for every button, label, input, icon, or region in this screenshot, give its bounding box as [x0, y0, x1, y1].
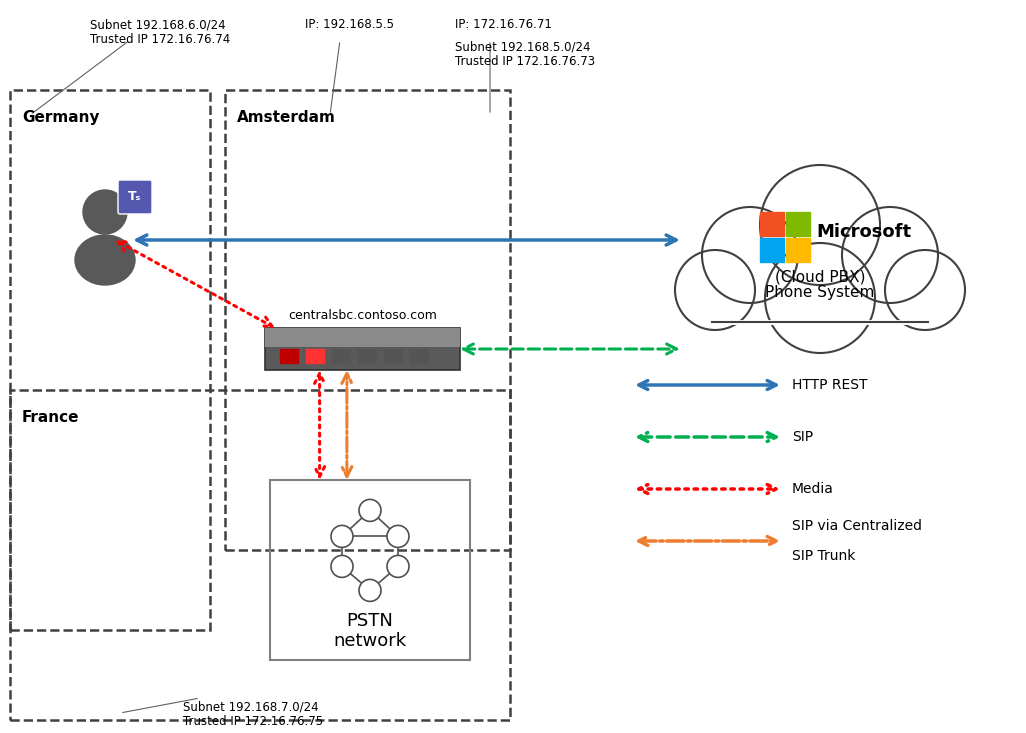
Bar [225, 90, 510, 550]
Circle shape [359, 499, 381, 521]
Bar [410, 349, 428, 363]
Text: centralsbc.contoso.com: centralsbc.contoso.com [288, 309, 437, 322]
Text: Trusted IP 172.16.76.73: Trusted IP 172.16.76.73 [455, 55, 595, 68]
Bar [10, 90, 210, 630]
Circle shape [885, 250, 965, 330]
Text: SIP: SIP [792, 430, 814, 444]
Circle shape [331, 556, 353, 578]
Text: Amsterdam: Amsterdam [237, 110, 336, 125]
Bar [280, 349, 298, 363]
Text: HTTP REST: HTTP REST [792, 378, 868, 392]
Text: PSTN: PSTN [347, 612, 393, 630]
FancyBboxPatch shape [118, 180, 152, 214]
Bar [270, 480, 470, 660]
Bar [10, 390, 510, 720]
Bar [358, 349, 376, 363]
Circle shape [387, 556, 409, 578]
Circle shape [83, 190, 127, 234]
Bar [786, 212, 810, 236]
Text: SIP via Centralized: SIP via Centralized [792, 519, 922, 533]
Circle shape [702, 207, 798, 303]
Bar [786, 238, 810, 262]
Circle shape [387, 526, 409, 548]
Text: Germany: Germany [22, 110, 100, 125]
Circle shape [331, 526, 353, 548]
Bar [760, 238, 784, 262]
Bar [265, 328, 460, 347]
Bar [332, 349, 350, 363]
Bar [265, 328, 460, 370]
Bar [760, 212, 784, 236]
Bar [306, 349, 324, 363]
Text: (Cloud PBX): (Cloud PBX) [775, 270, 865, 285]
Text: Trusted IP 172.16.76.75: Trusted IP 172.16.76.75 [183, 715, 323, 728]
Circle shape [765, 243, 875, 353]
Text: IP: 172.16.76.71: IP: 172.16.76.71 [455, 18, 552, 31]
Text: network: network [333, 632, 406, 650]
Text: Subnet 192.168.5.0/24: Subnet 192.168.5.0/24 [455, 40, 591, 53]
Circle shape [359, 579, 381, 601]
Text: Microsoft: Microsoft [816, 223, 911, 241]
Text: IP: 192.168.5.5: IP: 192.168.5.5 [305, 18, 394, 31]
Circle shape [675, 250, 755, 330]
Text: Tₛ: Tₛ [128, 191, 142, 204]
Text: Trusted IP 172.16.76.74: Trusted IP 172.16.76.74 [90, 33, 230, 46]
Bar [710, 245, 930, 325]
Bar [384, 349, 402, 363]
Circle shape [760, 165, 880, 285]
Ellipse shape [75, 235, 135, 285]
Circle shape [842, 207, 938, 303]
Text: France: France [22, 410, 79, 425]
Text: Media: Media [792, 482, 834, 496]
Text: SIP Trunk: SIP Trunk [792, 549, 856, 563]
Text: Phone System: Phone System [765, 285, 875, 300]
Text: Subnet 192.168.7.0/24: Subnet 192.168.7.0/24 [183, 700, 319, 713]
Text: Subnet 192.168.6.0/24: Subnet 192.168.6.0/24 [90, 18, 226, 31]
